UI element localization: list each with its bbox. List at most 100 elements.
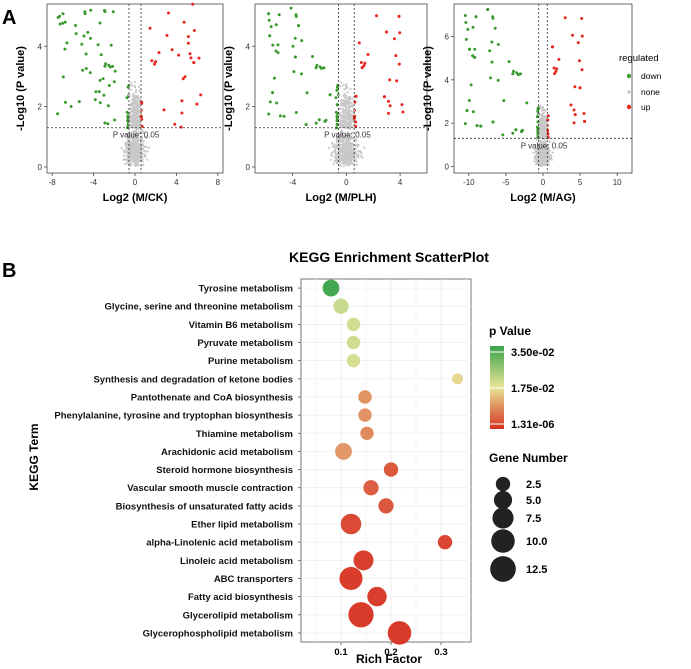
volcano-point (88, 71, 92, 75)
volcano-point (137, 86, 140, 89)
volcano-point (128, 152, 132, 155)
kegg-term-label: Tyrosine metabolism (199, 284, 293, 295)
volcano-point (300, 39, 304, 43)
volcano-point (339, 146, 342, 150)
volcano-point (351, 131, 354, 134)
volcano-point (139, 154, 142, 157)
volcano-point (130, 144, 133, 147)
volcano-point (535, 160, 538, 163)
volcano-point (133, 94, 136, 97)
volcano-point (61, 12, 65, 16)
volcano-point (56, 16, 60, 19)
volcano-point (519, 72, 523, 76)
volcano-point (186, 41, 190, 45)
volcano-point (136, 95, 139, 98)
volcano-point (129, 164, 132, 167)
volcano-point (333, 149, 337, 153)
volcano-point (334, 96, 338, 100)
volcano-point (197, 56, 201, 60)
volcano-point (582, 112, 586, 115)
volcano-point (340, 98, 343, 102)
volcano-point (179, 125, 183, 129)
volcano-point (394, 54, 398, 58)
pvalue-label-high: 3.50e-02 (511, 347, 554, 359)
volcano-point (533, 160, 536, 163)
volcano-point (536, 157, 539, 160)
kegg-term-label: Thiamine metabolism (196, 429, 293, 440)
volcano-point (359, 61, 363, 64)
volcano-point (271, 91, 275, 95)
volcano-point (56, 112, 60, 116)
kegg-bubble (353, 550, 374, 571)
volcano-point (471, 54, 475, 58)
gene-legend-circle (490, 556, 516, 582)
volcano-point (141, 160, 144, 163)
legend-down-label: down (641, 71, 662, 81)
volcano-point (129, 81, 133, 84)
volcano-point (348, 105, 351, 108)
volcano-point (471, 110, 475, 114)
pvalue-label-low: 1.31e-06 (511, 419, 554, 431)
y-tick-label: 0 (445, 163, 450, 172)
volcano-points (267, 6, 405, 168)
volcano-point (305, 91, 309, 95)
volcano-point (501, 133, 505, 137)
volcano-point (340, 81, 343, 84)
volcano-point (180, 99, 184, 103)
volcano-point (269, 25, 273, 29)
kegg-bubble (358, 408, 372, 422)
volcano-point (126, 138, 129, 141)
volcano-point (133, 81, 136, 84)
volcano-point (134, 122, 137, 125)
volcano-ylabel: -Log10 (P value) (15, 46, 27, 131)
volcano-point (154, 60, 158, 64)
volcano-point (136, 109, 139, 112)
volcano-point (357, 156, 360, 159)
volcano-point (132, 134, 136, 137)
volcano-plot-ag: P value: 0.05 -10 -5 0 5 10 0 2 4 6 Log2 (M/AG) -Lo… (422, 3, 633, 204)
volcano-point (137, 149, 140, 152)
volcano-point (551, 45, 554, 49)
volcano-point (465, 109, 469, 112)
volcano-point (352, 116, 356, 120)
volcano-point (180, 111, 184, 115)
volcano-point (542, 142, 546, 146)
volcano-point (471, 25, 475, 29)
volcano-point (132, 93, 135, 96)
volcano-point (342, 158, 345, 161)
volcano-point (493, 26, 497, 30)
volcano-point (271, 43, 275, 47)
volcano-point (349, 88, 352, 91)
volcano-point (98, 78, 102, 82)
volcano-point (132, 159, 135, 162)
volcano-point (354, 94, 358, 98)
volcano-point (109, 43, 113, 47)
volcano-point (351, 137, 354, 140)
volcano-point (479, 124, 483, 128)
volcano-point (354, 125, 358, 128)
volcano-point (347, 164, 350, 167)
volcano-point (101, 77, 105, 81)
volcano-point (541, 134, 545, 137)
volcano-point (357, 131, 360, 134)
volcano-point (131, 110, 135, 114)
volcano-point (131, 107, 134, 110)
volcano-point (329, 158, 333, 161)
volcano-point (516, 73, 520, 76)
kegg-x-tick-label: 0.3 (434, 647, 447, 658)
y-tick-label: 2 (445, 119, 450, 128)
y-tick-label: 4 (246, 42, 251, 51)
volcano-point (113, 118, 117, 122)
kegg-bubble (452, 373, 463, 385)
volcano-point (335, 122, 339, 126)
volcano-point (111, 64, 115, 68)
volcano-point (397, 62, 401, 66)
volcano-point (291, 44, 295, 48)
volcano-point (173, 122, 177, 126)
volcano-point (69, 105, 73, 108)
volcano-point (103, 9, 106, 12)
volcano-point (541, 152, 544, 155)
volcano-point (84, 67, 88, 70)
volcano-point (129, 137, 132, 140)
volcano-point (538, 120, 542, 123)
